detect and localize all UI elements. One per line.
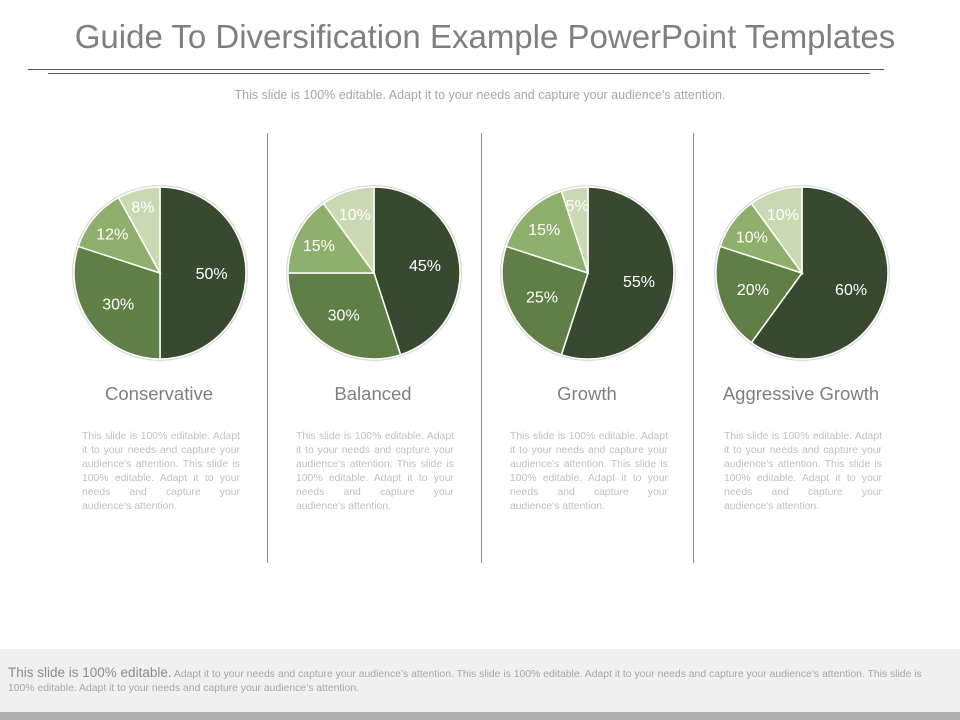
pie-slice	[560, 186, 589, 274]
pie-slice-label: 10%	[339, 207, 371, 224]
pie-slice-label: 12%	[96, 227, 128, 244]
pie-chart-growth: 55% 25% 15% 5%	[500, 185, 676, 361]
slide-subtitle: This slide is 100% editable. Adapt it to…	[234, 88, 726, 102]
pie-slice-label: 25%	[526, 289, 558, 306]
pie-slice	[287, 272, 402, 360]
pie-slice-label: 5%	[566, 198, 589, 215]
column-divider	[693, 133, 694, 563]
bottom-bar	[0, 712, 960, 720]
pie-slice-label: 45%	[409, 258, 441, 275]
pie-title-conservative: Conservative	[105, 383, 213, 404]
pie-slice-label: 15%	[528, 222, 560, 239]
pie-title-growth: Growth	[557, 383, 617, 404]
pie-slice	[750, 186, 803, 276]
pie-slice-label: 30%	[328, 308, 360, 325]
pie-slice	[287, 202, 376, 274]
pie-slice-label: 30%	[102, 296, 134, 313]
column-divider	[481, 133, 482, 563]
pie-description-conservative: This slide is 100% editable. Adapt it to…	[82, 431, 240, 512]
pie-slice	[715, 245, 804, 344]
slide-title: Guide To Diversification Example PowerPo…	[74, 18, 896, 55]
footer-body: Adapt it to your needs and capture your …	[8, 669, 922, 694]
pie-slice-label: 10%	[767, 207, 799, 224]
pie-slice	[373, 186, 461, 356]
pie-slice-label: 20%	[737, 282, 769, 299]
footer-lead: This slide is 100% editable.	[8, 665, 172, 680]
pie-title-aggressive-growth: Aggressive Growth	[722, 383, 880, 404]
pie-chart-balanced: 45% 30% 15%10%	[286, 185, 462, 361]
pie-slice	[77, 196, 162, 275]
pie-description-aggressive-growth: This slide is 100% editable. Adapt it to…	[724, 431, 882, 512]
pie-slice	[73, 245, 161, 360]
pie-slice-label: 8%	[131, 199, 154, 216]
column-divider	[267, 133, 268, 563]
pie-slice	[322, 186, 375, 276]
pie-description-balanced: This slide is 100% editable. Adapt it to…	[296, 431, 454, 512]
title-rule-bottom	[48, 73, 870, 74]
title-rule-top	[28, 69, 884, 70]
pie-slice	[117, 186, 161, 274]
footer-text: This slide is 100% editable. Adapt it to…	[8, 666, 948, 696]
pie-slice	[159, 186, 247, 360]
pie-slice-label: 10%	[736, 230, 768, 247]
pie-slice	[501, 245, 589, 356]
pie-slice-label: 55%	[623, 274, 655, 291]
pie-chart-conservative: 50% 30% 12%8%	[72, 185, 248, 361]
footer-panel	[0, 649, 960, 712]
pie-slice-label: 60%	[835, 282, 867, 299]
pie-slice	[750, 186, 889, 360]
pie-slice-label: 15%	[303, 238, 335, 255]
pie-title-balanced: Balanced	[334, 383, 412, 404]
pie-slice-label: 50%	[196, 266, 228, 283]
pie-description-growth: This slide is 100% editable. Adapt it to…	[510, 431, 668, 512]
pie-chart-aggressive-growth: 60% 20% 10% 10%	[714, 185, 890, 361]
pie-slice	[560, 186, 675, 360]
